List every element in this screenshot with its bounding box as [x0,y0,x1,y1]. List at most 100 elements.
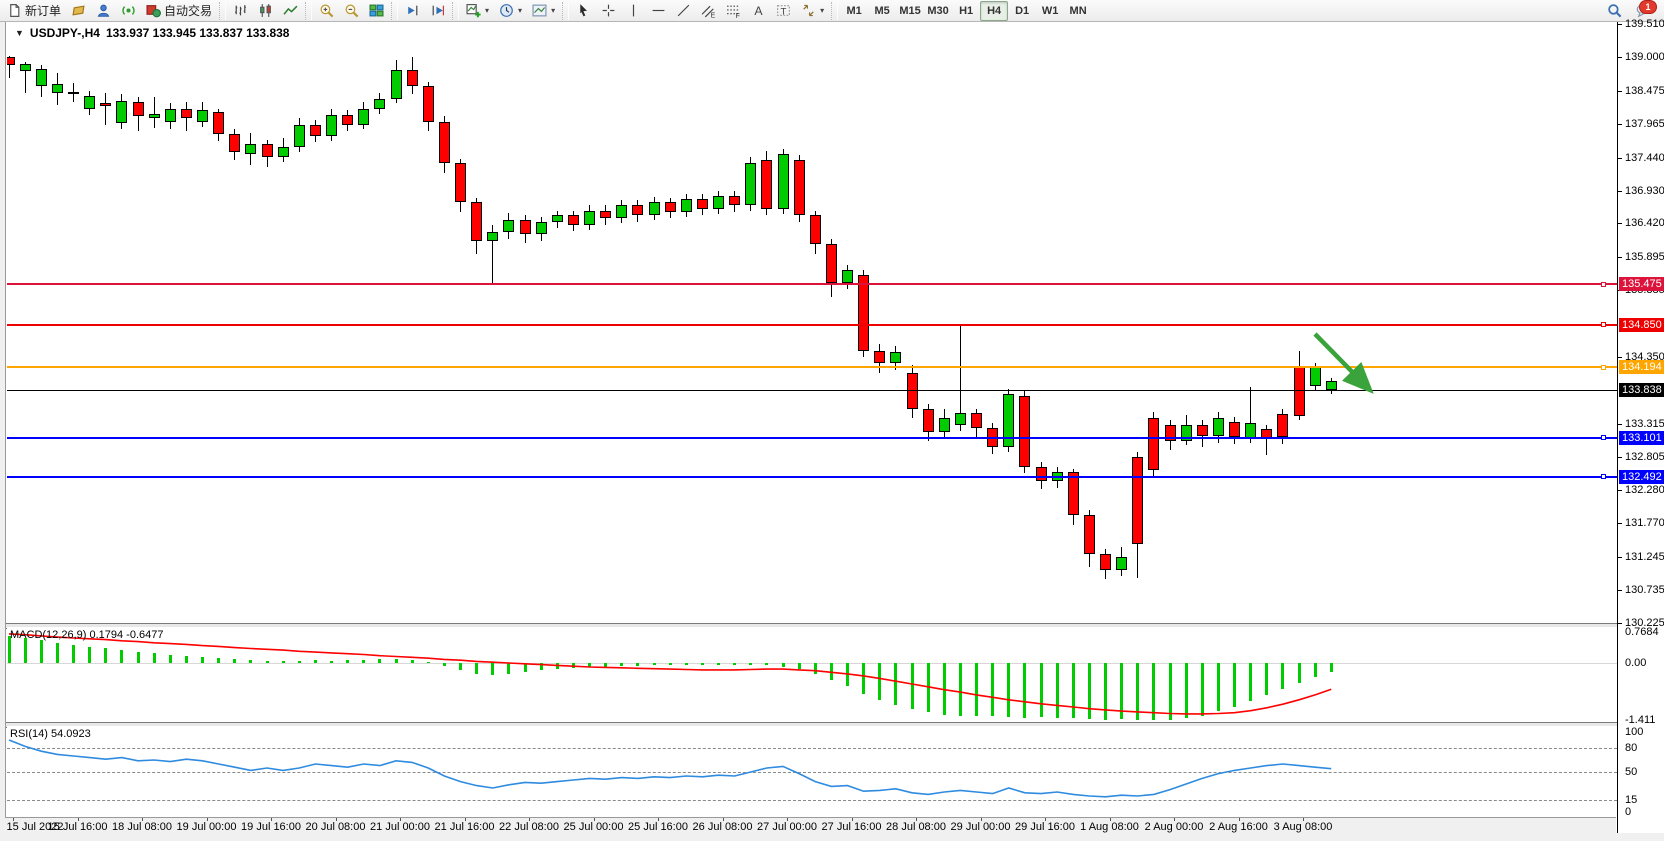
price-axis: 139.510 139.000 138.475 137.965 137.440 136.9… [1617,18,1664,833]
hline-133.838[interactable] [7,389,1617,391]
timeframe-button-d1[interactable]: D1 [1015,4,1030,17]
signal-button[interactable] [116,0,141,22]
fibonacci-button[interactable]: F [721,0,746,22]
macd-histogram-bar [846,663,849,687]
candle-bearish [874,350,886,364]
macd-histogram-bar [604,663,608,667]
time-axis-tick [335,818,337,821]
cursor-button[interactable] [571,0,596,22]
timeframe-button-mn[interactable]: MN [1069,4,1087,17]
main-toolbar: 新订单 自动交易 ▾ ▾ ▾ E F A T ▾ M1 M5 M15 M30 H1 H4 D1 W1 MN 1 [0,0,1664,22]
toolbar-separator [391,1,399,20]
crosshair-button[interactable] [596,0,621,22]
candle-bearish [761,160,773,209]
timeframe-button-w1[interactable]: W1 [1041,4,1059,17]
templates-button[interactable]: ▾ [527,0,560,22]
price-axis-label: 133.315 [1625,417,1664,430]
hline-135.475[interactable] [7,283,1617,286]
autotrade-button-label: 自动交易 [164,4,213,18]
indicators-button[interactable]: ▾ [461,0,494,22]
candle-bullish [954,413,966,425]
text-button[interactable]: A [746,0,771,22]
zoom-out-button[interactable] [339,0,364,22]
time-axis-label: 15 Jul 16:00 [47,821,108,833]
tile-windows-button[interactable] [364,0,389,22]
macd-histogram-bar [910,663,914,710]
candle-bullish [503,219,515,233]
auto-scroll-icon [405,3,420,18]
hline-134.850[interactable] [7,323,1617,326]
search-button[interactable] [1602,0,1627,22]
macd-histogram-bar [1039,663,1043,718]
macd-histogram-bar [813,663,817,675]
gold-report-button[interactable] [66,0,91,22]
macd-histogram-bar [265,660,269,663]
trendline-button[interactable] [671,0,696,22]
bar-chart-button[interactable] [228,0,253,22]
vertical-line-button[interactable] [621,0,646,22]
arrows-button[interactable]: ▾ [796,0,829,22]
time-axis-tick [271,818,272,821]
auto-scroll-button[interactable] [400,0,425,22]
line-chart-button[interactable] [278,0,303,22]
label-icon: T [776,3,791,18]
candlestick-chart-button[interactable] [253,0,278,22]
timeframe-button-m5[interactable]: M5 [874,4,890,17]
macd-histogram-bar [1265,663,1269,696]
new-order-button[interactable]: 新订单 [2,0,66,22]
zoom-in-button[interactable] [314,0,339,22]
time-axis-label: 19 Jul 00:00 [176,821,237,833]
candlestick-icon [258,3,273,18]
price-axis-label: 136.930 [1625,184,1664,197]
hline-endpoint-marker[interactable] [1601,281,1606,287]
channel-button[interactable]: E [696,0,721,22]
price-axis-label: 135.895 [1625,251,1664,264]
notifications-button[interactable]: 1 [1631,0,1657,22]
time-axis-tick [1238,818,1240,821]
time-axis: 15 Jul 2022 15 Jul 16:00 18 Jul 08:00 19 Ju… [5,817,1616,835]
chevron-down-icon: ▾ [820,6,825,15]
svg-text:A: A [755,4,764,18]
timeframe-button-m30[interactable]: M30 [927,4,949,17]
candle-bearish [132,102,144,117]
crosshair-icon [601,3,616,18]
timeframe-button-h4[interactable]: H4 [980,0,1009,21]
hline-endpoint-marker[interactable] [1601,435,1606,441]
macd-histogram-bar [1216,663,1220,712]
macd-histogram-bar [781,663,785,668]
price-axis-tick [1618,90,1622,92]
periods-button[interactable]: ▾ [494,0,527,22]
autotrade-button[interactable]: 自动交易 [141,0,217,22]
horizontal-line-button[interactable] [646,0,671,22]
hline-endpoint-marker[interactable] [1601,322,1606,328]
hline-endpoint-marker[interactable] [1601,364,1606,370]
toolbar-separator [831,1,839,20]
macd-histogram-bar [55,642,59,663]
macd-histogram-bar [217,658,221,663]
text-label-button[interactable]: T [771,0,796,22]
profile-button[interactable] [91,0,116,22]
timeframe-button-m1[interactable]: M1 [846,4,862,17]
candle-bullish [116,100,128,123]
macd-histogram-bar [233,658,237,663]
timeframe-button-h1[interactable]: H1 [959,4,974,17]
hline-icon [651,3,666,18]
macd-histogram-bar [684,663,688,666]
chart-shift-button[interactable] [425,0,450,22]
chart-header-collapse-toggle[interactable]: ▼ [15,28,24,38]
hline-endpoint-marker[interactable] [1601,474,1606,480]
price-axis-tick [1618,123,1622,125]
macd-histogram-bar [426,662,430,664]
timeframe-button-m15[interactable]: M15 [899,4,921,17]
time-axis-label: 28 Jul 08:00 [886,821,946,833]
candle-bullish [648,202,660,216]
hline-134.194[interactable] [7,366,1617,369]
candle-bearish [1229,422,1240,437]
candle-bullish [390,69,402,99]
macd-zero-line [7,663,1617,664]
hline-133.101[interactable] [7,436,1617,439]
hline-132.492[interactable] [7,475,1617,478]
macd-histogram-bar [975,663,978,717]
price-axis-tick [1618,190,1622,192]
macd-histogram-bar [507,663,511,674]
